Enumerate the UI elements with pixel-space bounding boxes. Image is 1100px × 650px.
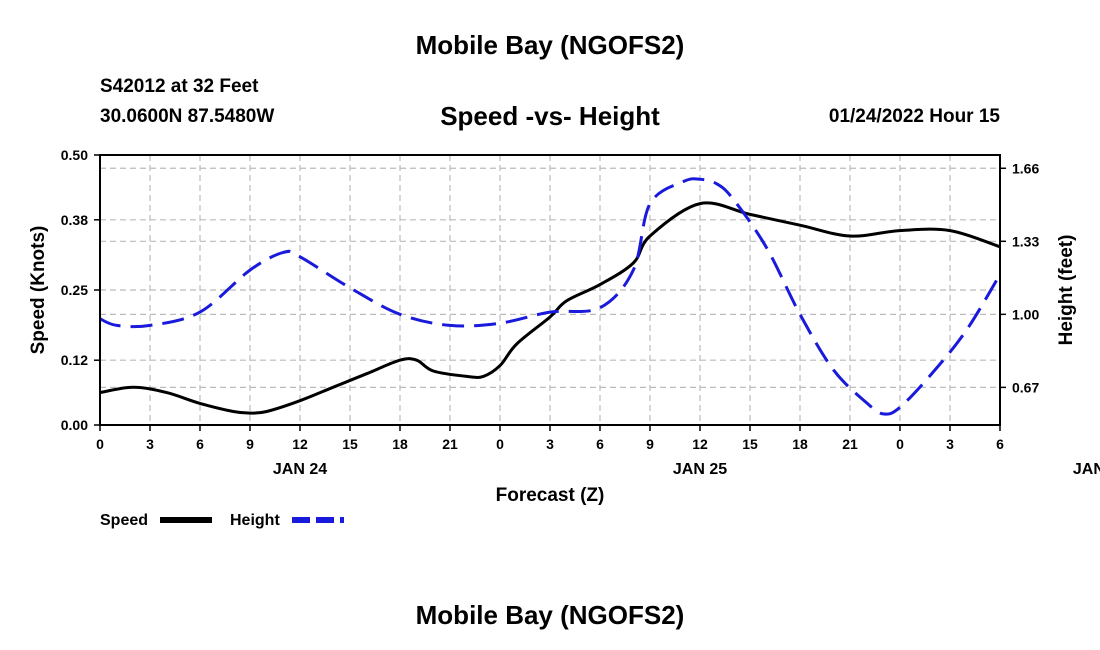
x-tick-label: 0	[96, 436, 104, 452]
x-axis-title: Forecast (Z)	[496, 485, 605, 506]
y-right-tick-label: 1.66	[1012, 160, 1039, 176]
x-tick-label: 3	[946, 436, 954, 452]
chart-title: Mobile Bay (NGOFS2)	[415, 30, 685, 60]
x-tick-label: 21	[842, 436, 858, 452]
y-axis-right-title: Height (feet)	[1056, 235, 1077, 346]
y-left-tick-label: 0.25	[61, 282, 88, 298]
series-line-speed	[99, 201, 1001, 415]
legend-label-speed: Speed	[100, 512, 148, 529]
y-left-tick-label: 0.50	[61, 147, 88, 163]
y-axis-left-title: Speed (Knots)	[28, 226, 49, 355]
forecast-datetime: 01/24/2022 Hour 15	[828, 106, 1000, 127]
y-left-tick-label: 0.00	[61, 417, 88, 433]
x-tick-label: 12	[292, 436, 308, 452]
ticks: 0 3 6 9 12 15 18 21 0 3 6 9 12 15 18 21 0 3 6 JAN 24 JAN 25 J…	[61, 147, 1100, 478]
x-tick-label: 15	[342, 436, 358, 452]
x-tick-label: 6	[196, 436, 204, 452]
x-tick-label: 6	[596, 436, 604, 452]
y-left-tick-label: 0.12	[61, 352, 88, 368]
y-right-tick-label: 1.33	[1012, 233, 1039, 249]
legend: Speed Height	[100, 512, 344, 529]
y-right-tick-label: 1.00	[1012, 306, 1039, 322]
x-tick-label: 18	[392, 436, 408, 452]
x-tick-label: 21	[442, 436, 458, 452]
footer-title: Mobile Bay (NGOFS2)	[415, 600, 685, 630]
x-tick-label: 3	[146, 436, 154, 452]
y-right-tick-label: 0.67	[1012, 379, 1039, 395]
y-left-tick-label: 0.38	[61, 212, 88, 228]
coordinates-label: 30.0600N 87.5480W	[100, 106, 275, 127]
x-date-label: JAN 24	[273, 461, 327, 478]
chart-subtitle: Speed -vs- Height	[440, 101, 660, 131]
x-tick-label: 0	[896, 436, 904, 452]
x-tick-label: 3	[546, 436, 554, 452]
x-date-label: JAN 26	[1073, 461, 1100, 478]
x-tick-label: 12	[692, 436, 708, 452]
grid	[100, 154, 1000, 425]
x-tick-label: 0	[496, 436, 504, 452]
x-date-label: JAN 25	[673, 461, 727, 478]
x-tick-label: 15	[742, 436, 758, 452]
station-label: S42012 at 32 Feet	[100, 76, 259, 97]
x-tick-label: 6	[996, 436, 1004, 452]
series-layer	[99, 177, 1002, 416]
x-tick-label: 9	[646, 436, 654, 452]
x-tick-label: 9	[246, 436, 254, 452]
x-tick-label: 18	[792, 436, 808, 452]
legend-label-height: Height	[230, 512, 280, 529]
